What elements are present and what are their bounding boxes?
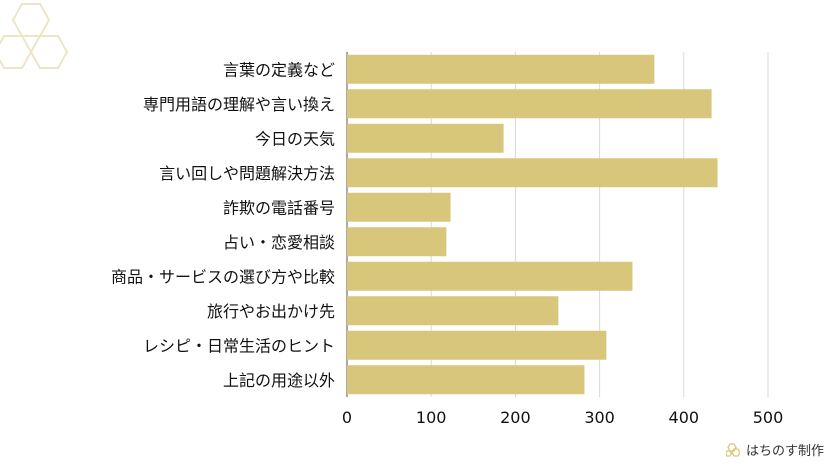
- bar: [347, 227, 447, 257]
- category-label: 商品・サービスの選び方や比較: [111, 267, 335, 286]
- bar: [347, 365, 585, 395]
- category-label: レシピ・日常生活のヒント: [143, 336, 335, 355]
- x-tick-label: 400: [669, 408, 700, 427]
- x-tick-label: 100: [416, 408, 447, 427]
- bar: [347, 261, 633, 291]
- x-tick-label: 0: [342, 408, 352, 427]
- bar: [347, 296, 559, 326]
- bar: [347, 330, 607, 360]
- category-label: 専門用語の理解や言い換え: [143, 95, 335, 114]
- category-label: 今日の天気: [255, 129, 335, 148]
- category-label: 詐欺の電話番号: [223, 198, 335, 217]
- category-label: 占い・恋愛相談: [223, 233, 335, 252]
- category-labels: 言葉の定義など専門用語の理解や言い換え今日の天気言い回しや問題解決方法詐欺の電話…: [111, 60, 335, 390]
- bar: [347, 123, 504, 153]
- bars: [347, 54, 718, 395]
- bar: [347, 54, 655, 84]
- bar: [347, 158, 718, 188]
- category-label: 旅行やお出かけ先: [207, 302, 335, 321]
- bar: [347, 89, 712, 119]
- category-label: 言葉の定義など: [223, 60, 335, 79]
- hexagon-outline-icon: [0, 3, 69, 69]
- honeycomb-icon: [725, 442, 740, 457]
- x-tick-label: 500: [753, 408, 784, 427]
- bar: [347, 192, 451, 222]
- brand-label: はちのす制作: [745, 444, 824, 459]
- x-tick-label: 300: [584, 408, 615, 427]
- x-tick-label: 200: [500, 408, 531, 427]
- x-tick-labels: 0 100 200 300 400 500: [342, 408, 783, 427]
- category-label: 上記の用途以外: [223, 371, 335, 390]
- brand-credit: はちのす制作: [725, 440, 824, 459]
- category-label: 言い回しや問題解決方法: [159, 164, 335, 183]
